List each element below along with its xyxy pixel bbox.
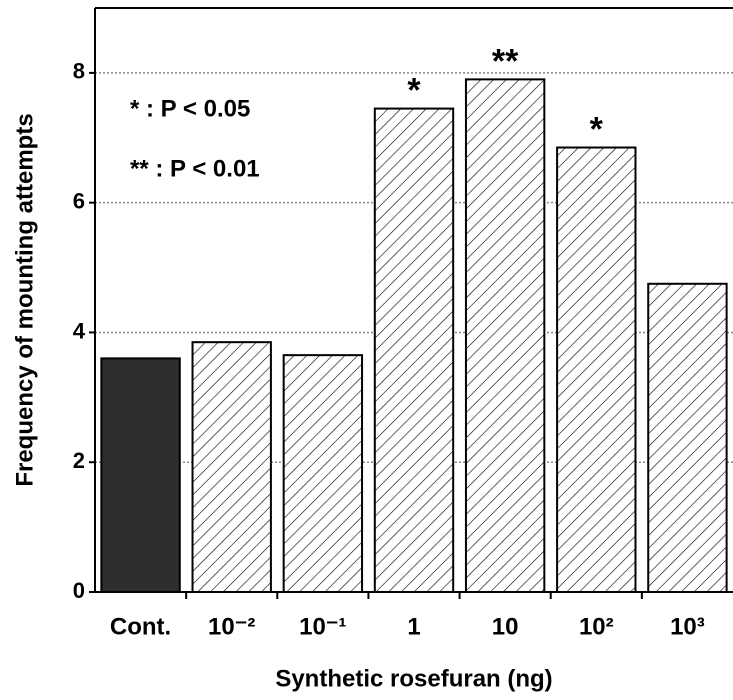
- bar: [647, 282, 728, 593]
- x-tick-label: 10⁻²: [208, 613, 255, 640]
- x-tick-label: 10⁻¹: [299, 613, 346, 640]
- legend-note: * : P < 0.05: [130, 95, 250, 122]
- y-tick-label: 4: [73, 318, 86, 343]
- legend-note: ** : P < 0.01: [130, 155, 260, 182]
- x-tick-label: 10²: [579, 613, 614, 640]
- y-tick-label: 0: [73, 578, 85, 603]
- significance-mark: *: [407, 72, 421, 110]
- bar: [191, 341, 272, 593]
- y-tick-label: 2: [73, 448, 85, 473]
- x-axis-title: Synthetic rosefuran (ng): [275, 665, 552, 692]
- x-tick-label: 10³: [670, 613, 705, 640]
- significance-mark: *: [590, 110, 604, 148]
- y-axis-title: Frequency of mounting attempts: [11, 113, 38, 486]
- bar: [373, 107, 455, 593]
- significance-mark: **: [492, 42, 519, 80]
- bar: [556, 146, 637, 593]
- x-tick-label: Cont.: [110, 613, 171, 640]
- y-tick-label: 6: [73, 188, 85, 213]
- bar: [464, 78, 546, 593]
- y-tick-label: 8: [73, 59, 85, 84]
- x-tick-label: 1: [407, 613, 420, 640]
- bar: [100, 357, 181, 593]
- x-tick-label: 10: [492, 613, 519, 640]
- bar: [282, 354, 364, 593]
